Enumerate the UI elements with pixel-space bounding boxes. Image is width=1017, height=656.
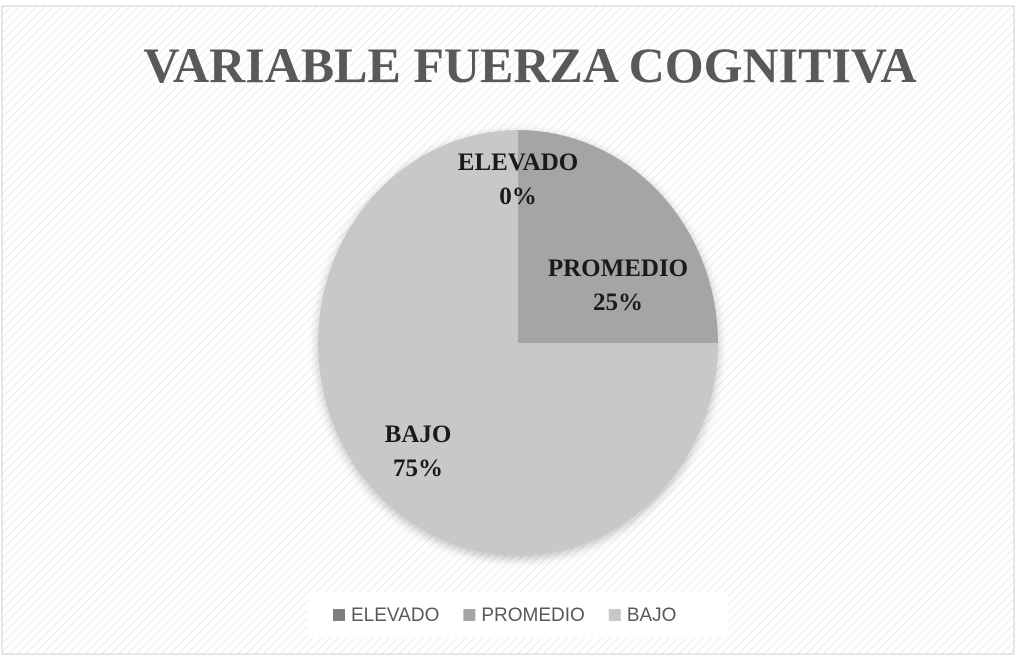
chart-title: VARIABLE FUERZA COGNITIVA [143,37,916,93]
legend-swatch [463,609,476,621]
legend-swatch [608,609,621,621]
pie-slice [318,130,718,556]
legend-label: BAJO [627,605,677,626]
legend-background [308,592,728,638]
data-label-value: 0% [499,183,537,210]
legend-label: PROMEDIO [481,605,584,626]
data-label-category: ELEVADO [458,149,578,176]
pie-slice [518,130,718,343]
data-label-category: BAJO [385,421,452,448]
data-label-value: 25% [593,289,643,316]
legend-swatch [333,609,345,621]
data-label-category: PROMEDIO [548,255,688,282]
pie [318,130,718,556]
data-label-value: 75% [393,455,443,482]
legend-label: ELEVADO [351,605,439,626]
